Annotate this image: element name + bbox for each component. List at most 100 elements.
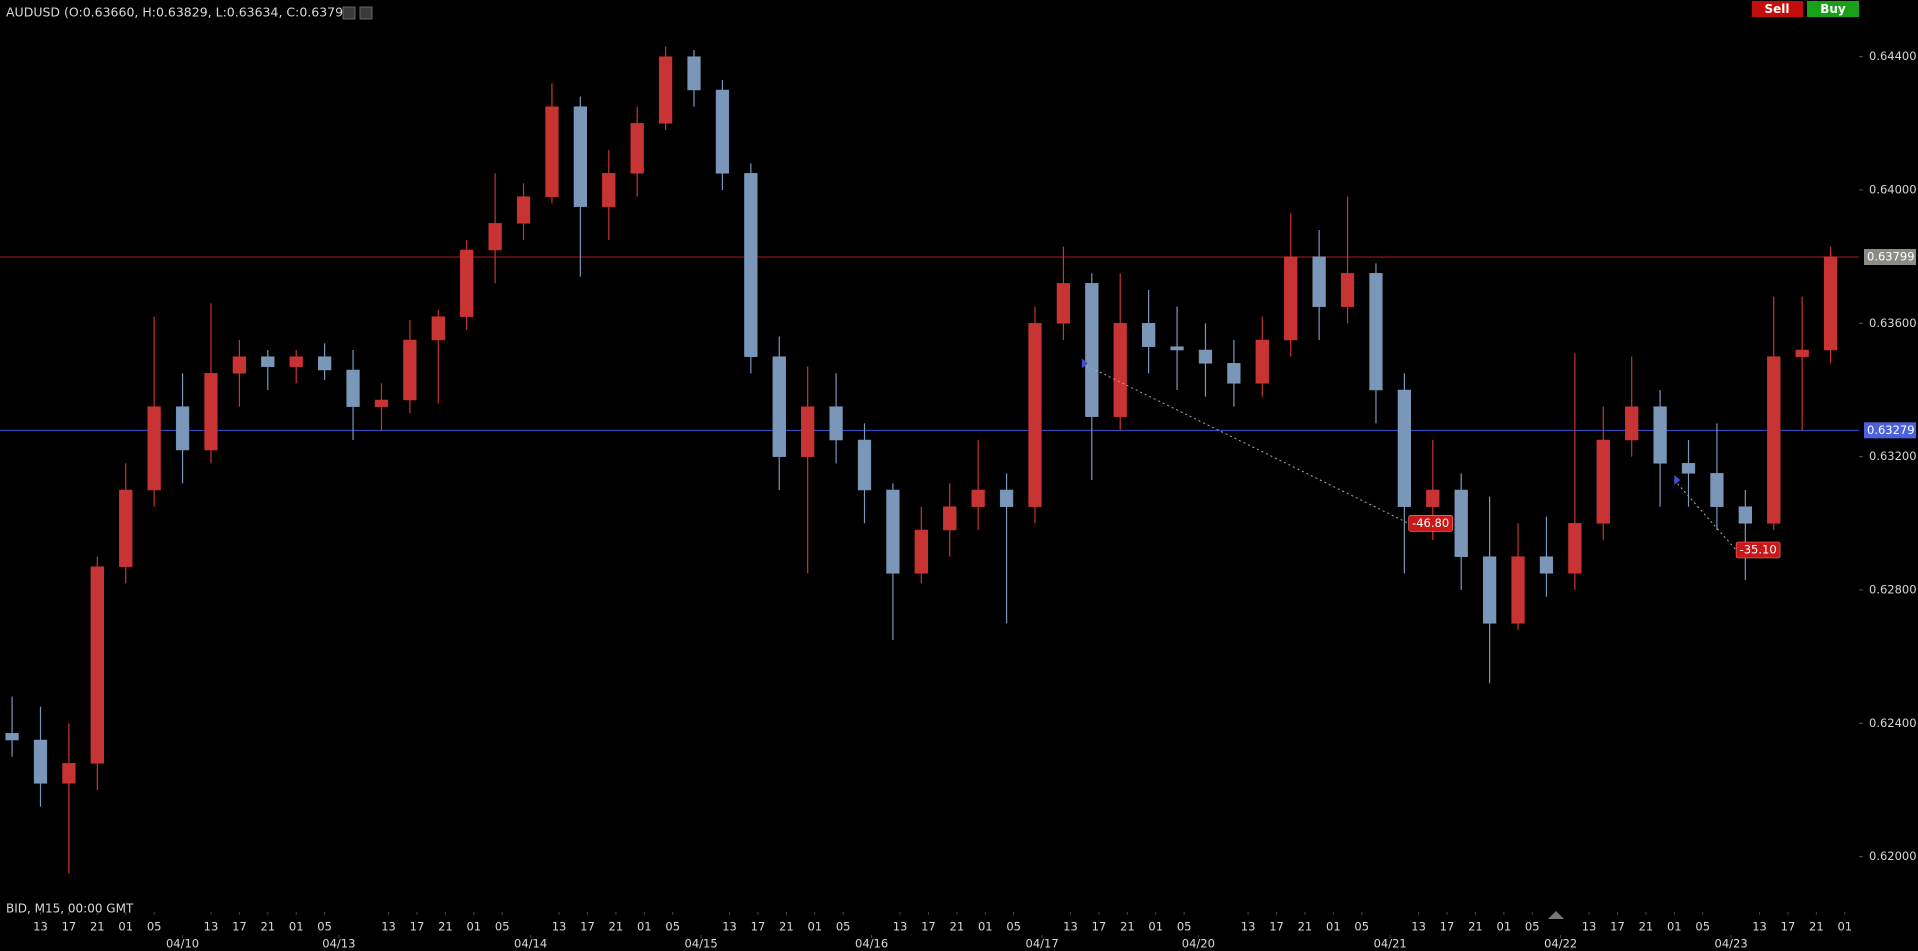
candle-body bbox=[715, 89, 730, 174]
candle-body bbox=[90, 566, 104, 764]
candle-body bbox=[772, 356, 786, 457]
candle-body bbox=[488, 223, 502, 251]
y-tick-label: 0.64000 bbox=[1869, 183, 1917, 197]
trendline-tag bbox=[1408, 515, 1453, 532]
candle-body bbox=[1596, 439, 1610, 524]
candle-body bbox=[914, 529, 928, 574]
x-tick-label: 01 bbox=[118, 920, 133, 934]
trendline-label: -46.80 bbox=[1412, 516, 1449, 530]
x-tick-label: 05 bbox=[665, 920, 680, 934]
x-tick-label: 13 bbox=[33, 920, 48, 934]
buy-label[interactable]: Buy bbox=[1820, 2, 1846, 16]
candle-body bbox=[886, 489, 900, 574]
candle-body bbox=[630, 123, 644, 174]
candle-body bbox=[1198, 349, 1213, 364]
y-tick-label: 0.62800 bbox=[1869, 583, 1917, 597]
candle-body bbox=[1539, 556, 1554, 574]
y-tick-label: 0.63200 bbox=[1869, 449, 1917, 463]
candle-body bbox=[658, 56, 673, 124]
x-tick-label: 13 bbox=[1582, 920, 1597, 934]
candle-body bbox=[1767, 356, 1781, 524]
price-tag-label: 0.63799 bbox=[1867, 250, 1915, 264]
candle-body bbox=[801, 406, 815, 457]
candle-body bbox=[175, 406, 190, 451]
x-tick-label: 05 bbox=[1525, 920, 1540, 934]
x-tick-label: 05 bbox=[495, 920, 510, 934]
x-tick-label: 17 bbox=[1092, 920, 1107, 934]
scroll-marker bbox=[1548, 911, 1564, 919]
candle-body bbox=[1312, 256, 1326, 307]
x-tick-label: 13 bbox=[1752, 920, 1767, 934]
price-tag bbox=[1864, 249, 1916, 265]
candle-body bbox=[1056, 283, 1071, 324]
candle-body bbox=[289, 356, 303, 367]
sell-button[interactable]: Sell bbox=[1752, 1, 1803, 17]
x-tick-label: 05 bbox=[317, 920, 332, 934]
price-tag bbox=[1864, 422, 1916, 439]
x-tick-label: 01 bbox=[289, 920, 304, 934]
chart-title: AUDUSD (O:0.63660, H:0.63829, L:0.63634,… bbox=[6, 5, 356, 20]
icon[interactable] bbox=[342, 6, 356, 20]
x-tick-label: 17 bbox=[1269, 920, 1284, 934]
x-tick-label: 13 bbox=[893, 920, 908, 934]
footer-label: BID, M15, 00:00 GMT bbox=[6, 902, 134, 916]
sell-label[interactable]: Sell bbox=[1764, 2, 1789, 16]
candle-body bbox=[147, 406, 161, 491]
candle-body bbox=[1028, 323, 1042, 507]
icon[interactable] bbox=[359, 6, 373, 20]
x-tick-label: 13 bbox=[1063, 920, 1078, 934]
candle-body bbox=[1482, 556, 1497, 624]
date-tick-label: 04/21 bbox=[1374, 937, 1407, 951]
candle-body bbox=[1227, 363, 1241, 384]
candle-body bbox=[1284, 256, 1298, 341]
trendline-anchor bbox=[1081, 358, 1088, 369]
x-tick-label: 05 bbox=[1006, 920, 1021, 934]
candle-body bbox=[744, 173, 758, 357]
x-tick-label: 01 bbox=[978, 920, 993, 934]
x-tick-label: 17 bbox=[232, 920, 247, 934]
x-tick-label: 17 bbox=[921, 920, 936, 934]
candle-body bbox=[317, 356, 332, 371]
x-tick-label: 13 bbox=[1411, 920, 1426, 934]
x-tick-label: 21 bbox=[1639, 920, 1654, 934]
candle-body bbox=[516, 196, 531, 224]
candle-body bbox=[204, 373, 218, 451]
x-tick-label: 05 bbox=[836, 920, 851, 934]
x-tick-label: 21 bbox=[779, 920, 794, 934]
candle-body bbox=[1255, 339, 1269, 384]
trendline bbox=[1673, 479, 1737, 551]
buy-button-bg[interactable] bbox=[1807, 1, 1859, 17]
x-tick-label: 17 bbox=[1610, 920, 1625, 934]
candle-body bbox=[1511, 556, 1525, 624]
x-tick-label: 05 bbox=[1695, 920, 1710, 934]
x-tick-label: 17 bbox=[62, 920, 77, 934]
candle-body bbox=[1795, 349, 1809, 357]
candle-body bbox=[857, 439, 872, 491]
x-tick-label: 05 bbox=[1354, 920, 1369, 934]
date-tick-label: 04/20 bbox=[1182, 937, 1215, 951]
candle-body bbox=[829, 406, 843, 441]
candle-body bbox=[999, 489, 1014, 507]
candle-body bbox=[1340, 273, 1355, 307]
buy-button[interactable]: Buy bbox=[1807, 1, 1859, 17]
candle-body bbox=[346, 369, 360, 407]
y-tick-label: 0.62000 bbox=[1869, 849, 1917, 863]
candle-body bbox=[545, 106, 559, 197]
x-tick-label: 13 bbox=[722, 920, 737, 934]
x-tick-label: 21 bbox=[438, 920, 453, 934]
candle-body bbox=[1653, 406, 1667, 464]
y-tick-label: 0.63600 bbox=[1869, 316, 1917, 330]
candle-body bbox=[1397, 389, 1412, 507]
date-tick-label: 04/14 bbox=[514, 937, 547, 951]
sell-button-bg[interactable] bbox=[1752, 1, 1803, 17]
candle-body bbox=[1369, 273, 1383, 391]
trendline-tag bbox=[1735, 541, 1781, 559]
x-tick-label: 01 bbox=[1667, 920, 1682, 934]
x-tick-label: 21 bbox=[90, 920, 105, 934]
candle-body bbox=[1170, 346, 1184, 351]
x-tick-label: 17 bbox=[1781, 920, 1796, 934]
candle-body bbox=[1738, 506, 1752, 524]
